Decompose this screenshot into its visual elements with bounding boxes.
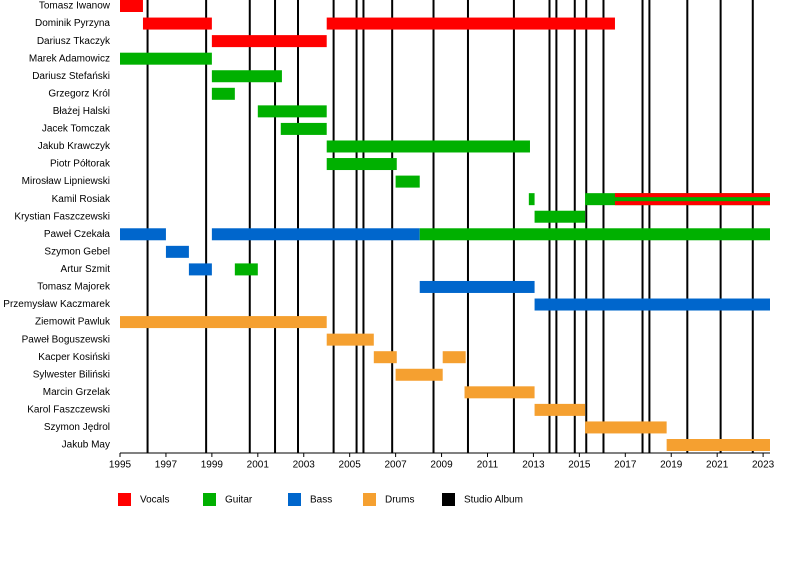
member-label: Karol Faszczewski	[27, 405, 110, 416]
member-label: Tomasz Iwanow	[39, 1, 111, 12]
member-bar	[528, 193, 535, 206]
member-bar	[120, 228, 166, 241]
overlap-stripe	[614, 197, 770, 202]
member-label: Grzegorz Król	[48, 88, 110, 99]
member-label: Dominik Pyrzyna	[35, 18, 110, 29]
member-bar	[666, 439, 770, 451]
member-bar	[326, 333, 374, 346]
member-bar	[534, 403, 586, 416]
member-label: Sylwester Biliński	[33, 369, 110, 380]
member-label: Tomasz Majorek	[37, 282, 111, 293]
x-tick-label: 2005	[339, 460, 362, 471]
member-bar	[165, 245, 189, 258]
member-label: Krystian Faszczewski	[14, 211, 110, 222]
x-tick-label: 2015	[568, 460, 591, 471]
member-bar	[534, 298, 770, 311]
member-bar	[395, 368, 443, 381]
member-bar	[442, 351, 466, 364]
member-label: Artur Szmit	[61, 264, 111, 275]
x-tick-label: 2023	[752, 460, 775, 471]
member-bar	[419, 228, 770, 241]
legend-swatch	[442, 493, 455, 506]
member-bar	[280, 122, 327, 135]
member-label: Jakub May	[62, 440, 110, 451]
legend-label: Bass	[310, 495, 332, 506]
member-bar	[142, 17, 212, 30]
member-bar	[419, 280, 535, 293]
x-tick-label: 1999	[201, 460, 224, 471]
member-label: Paweł Czekała	[44, 229, 111, 240]
member-bar	[326, 140, 530, 153]
member-bar	[211, 35, 327, 48]
member-label: Dariusz Tkaczyk	[37, 36, 111, 47]
member-label: Piotr Półtorak	[50, 159, 111, 170]
member-label: Marcin Grzelak	[43, 387, 111, 398]
member-bar	[534, 210, 586, 223]
member-label: Marek Adamowicz	[29, 53, 110, 64]
x-tick-label: 2017	[614, 460, 637, 471]
x-tick-label: 2007	[384, 460, 407, 471]
member-label: Mirosław Lipniewski	[22, 176, 110, 187]
x-tick-label: 2021	[706, 460, 729, 471]
member-bar	[120, 52, 212, 65]
member-label: Przemysław Kaczmarek	[3, 299, 111, 310]
x-tick-label: 2009	[430, 460, 453, 471]
legend-swatch	[363, 493, 376, 506]
member-bar	[234, 263, 258, 276]
legend-label: Guitar	[225, 495, 253, 506]
member-bar	[120, 0, 143, 12]
x-tick-label: 2019	[660, 460, 683, 471]
x-tick-label: 1995	[109, 460, 132, 471]
x-tick-label: 1997	[155, 460, 178, 471]
member-bar	[326, 158, 397, 171]
member-label: Kacper Kosiński	[38, 352, 110, 363]
member-label: Błażej Halski	[53, 106, 110, 117]
member-bar	[257, 105, 327, 118]
member-bar	[211, 87, 235, 100]
x-tick-label: 2003	[293, 460, 316, 471]
member-label: Dariusz Stefański	[32, 71, 110, 82]
legend-swatch	[203, 493, 216, 506]
legend-swatch	[288, 493, 301, 506]
legend-swatch	[118, 493, 131, 506]
member-bar	[211, 228, 420, 241]
legend-label: Studio Album	[464, 495, 523, 506]
member-label: Ziemowit Pawluk	[35, 317, 111, 328]
member-label: Paweł Boguszewski	[22, 334, 110, 345]
member-bar	[326, 17, 615, 30]
member-bar	[188, 263, 212, 276]
member-bar	[464, 386, 535, 399]
member-bar	[585, 421, 667, 434]
x-tick-label: 2001	[247, 460, 270, 471]
member-bar	[120, 316, 327, 329]
member-label: Szymon Jędrol	[44, 422, 110, 433]
member-label: Jacek Tomczak	[42, 124, 111, 135]
x-tick-label: 2013	[522, 460, 545, 471]
x-tick-label: 2011	[477, 460, 499, 471]
legend-label: Vocals	[140, 495, 169, 506]
member-bar	[373, 351, 397, 364]
member-label: Jakub Krawczyk	[38, 141, 111, 152]
member-label: Kamil Rosiak	[52, 194, 111, 205]
member-bar	[211, 70, 282, 83]
member-bar	[395, 175, 420, 188]
legend-label: Drums	[385, 495, 414, 506]
member-label: Szymon Gebel	[44, 246, 110, 257]
